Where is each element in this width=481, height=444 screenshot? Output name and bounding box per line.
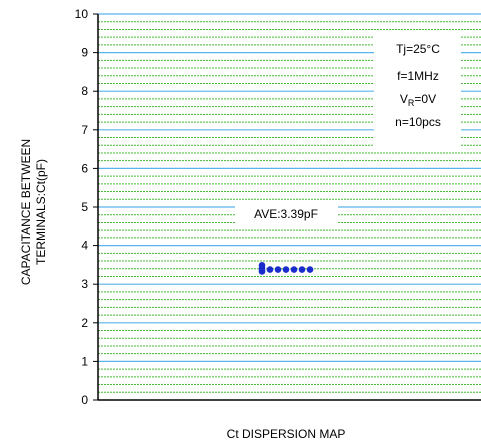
y-axis-ticks: 0 1 2 3 4 5 6 7 8 9 10: [75, 7, 98, 407]
y-axis-label-line2: TERMINALS:Ct(pF): [34, 159, 48, 265]
y-axis-label-line1: CAPACITANCE BETWEEN: [19, 139, 33, 285]
data-point: [282, 266, 290, 273]
data-point: [274, 266, 282, 273]
condition-sample-count: n=10pcs: [395, 115, 441, 129]
y-tick-label: 8: [81, 84, 88, 98]
y-tick-label: 0: [81, 393, 88, 407]
condition-vr: VR=0V: [400, 92, 436, 108]
conditions-box-background: [374, 33, 461, 150]
condition-frequency: f=1MHz: [397, 69, 439, 83]
y-tick-label: 2: [81, 316, 88, 330]
conditions-box: Tj=25°C f=1MHz VR=0V n=10pcs: [374, 33, 461, 150]
data-point: [290, 266, 298, 273]
data-points: [258, 261, 314, 275]
y-tick-label: 10: [75, 7, 89, 21]
data-point: [258, 268, 266, 275]
y-tick-label: 4: [81, 239, 88, 253]
data-point: [298, 266, 306, 273]
data-point: [266, 266, 274, 273]
y-tick-label: 6: [81, 161, 88, 175]
average-label-background: [235, 201, 338, 227]
data-point: [306, 266, 314, 273]
average-label: AVE:3.39pF: [254, 207, 318, 221]
y-tick-label: 9: [81, 46, 88, 60]
x-axis-label: Ct DISPERSION MAP: [227, 427, 346, 441]
y-tick-label: 3: [81, 277, 88, 291]
condition-tj: Tj=25°C: [396, 42, 440, 56]
y-tick-label: 1: [81, 354, 88, 368]
average-annotation: AVE:3.39pF: [235, 201, 338, 227]
y-tick-label: 5: [81, 200, 88, 214]
y-tick-label: 7: [81, 123, 88, 137]
